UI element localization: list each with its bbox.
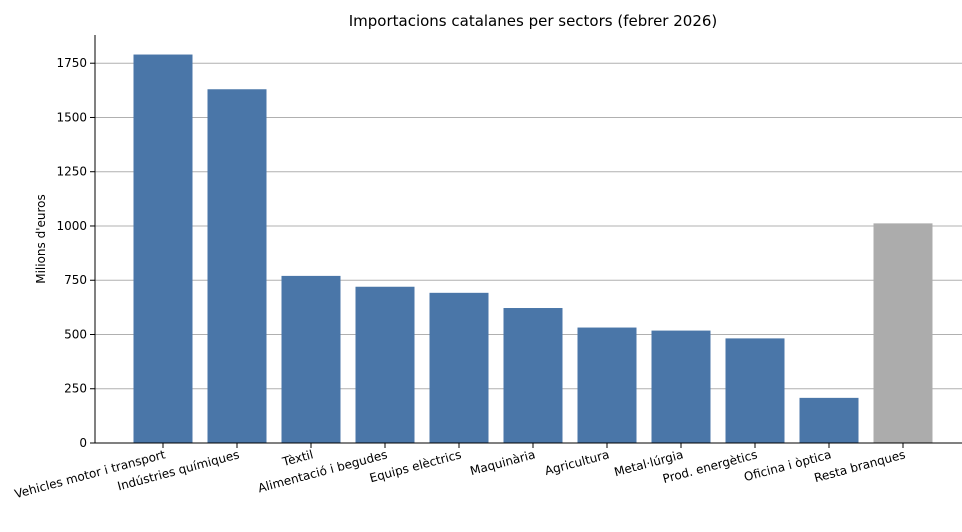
x-tick-label: Tèxtil bbox=[280, 447, 315, 469]
bar-6 bbox=[577, 327, 637, 443]
axes bbox=[94, 35, 962, 444]
bar-2 bbox=[281, 275, 341, 443]
bar-5 bbox=[503, 308, 563, 443]
y-tick-label: 1750 bbox=[56, 56, 87, 70]
bar-7 bbox=[651, 330, 711, 443]
bar-8 bbox=[725, 338, 785, 443]
y-ticks: 0 250 500 750 1000 1250 1500 1750 bbox=[56, 56, 95, 450]
y-tick-label: 500 bbox=[64, 327, 87, 341]
x-tick-label: Agricultura bbox=[543, 447, 611, 478]
bar-10 bbox=[873, 223, 933, 443]
bar-3 bbox=[355, 286, 415, 443]
y-tick-label: 1500 bbox=[56, 110, 87, 124]
chart-title: Importacions catalanes per sectors (febr… bbox=[349, 12, 718, 30]
y-tick-label: 0 bbox=[79, 436, 87, 450]
bars bbox=[133, 54, 933, 444]
y-tick-label: 1000 bbox=[56, 219, 87, 233]
y-tick-label: 1250 bbox=[56, 165, 87, 179]
bar-0 bbox=[133, 54, 193, 443]
bar-9 bbox=[799, 397, 859, 443]
y-axis-label: Milions d'euros bbox=[34, 194, 48, 284]
bar-1 bbox=[207, 89, 267, 444]
y-tick-label: 250 bbox=[64, 382, 87, 396]
bar-4 bbox=[429, 292, 489, 443]
x-tick-label: Maquinària bbox=[469, 447, 537, 478]
y-tick-label: 750 bbox=[64, 273, 87, 287]
